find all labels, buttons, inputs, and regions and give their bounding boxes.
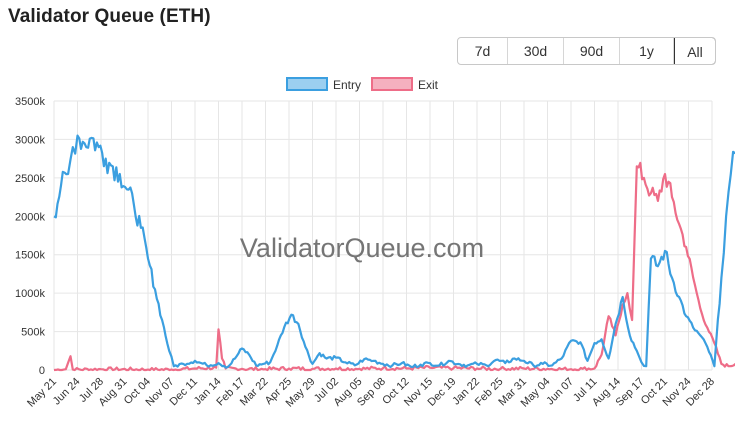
range-90d-button[interactable]: 90d bbox=[564, 38, 620, 64]
y-tick-label: 500k bbox=[21, 327, 45, 339]
time-range-selector: 7d 30d 90d 1y All bbox=[457, 37, 716, 65]
legend-label-entry: Entry bbox=[333, 78, 361, 92]
y-tick-label: 2500k bbox=[15, 173, 45, 185]
x-tick-label: May 21 bbox=[25, 376, 59, 410]
y-tick-label: 3000k bbox=[15, 134, 45, 146]
range-7d-button[interactable]: 7d bbox=[458, 38, 508, 64]
x-tick-label: Jun 07 bbox=[544, 376, 576, 408]
series-line-exit bbox=[53, 161, 735, 372]
y-tick-label: 1000k bbox=[15, 288, 45, 300]
y-tick-label: 0 bbox=[39, 365, 45, 377]
range-1y-button[interactable]: 1y bbox=[620, 38, 674, 64]
y-tick-label: 1500k bbox=[15, 250, 45, 262]
legend-item-entry[interactable]: Entry bbox=[286, 77, 361, 92]
legend-swatch-entry bbox=[286, 77, 328, 91]
page-title: Validator Queue (ETH) bbox=[8, 6, 211, 27]
legend-label-exit: Exit bbox=[418, 78, 439, 92]
watermark-text: ValidatorQueue.com bbox=[240, 233, 484, 263]
y-tick-label: 2000k bbox=[15, 211, 45, 223]
legend-item-exit[interactable]: Exit bbox=[371, 77, 439, 92]
chart-series bbox=[53, 134, 735, 372]
chart-legend: Entry Exit bbox=[286, 77, 439, 92]
series-line-entry bbox=[53, 134, 735, 369]
x-tick-label: Jun 24 bbox=[51, 376, 83, 408]
range-30d-button[interactable]: 30d bbox=[508, 38, 564, 64]
range-all-button[interactable]: All bbox=[674, 38, 715, 64]
chart-grid bbox=[53, 100, 713, 371]
y-tick-label: 3500k bbox=[15, 96, 45, 108]
legend-swatch-exit bbox=[371, 77, 413, 91]
y-axis: 0 500k 1000k 1500k 2000k 2500k 3000k 3500k bbox=[15, 96, 45, 377]
